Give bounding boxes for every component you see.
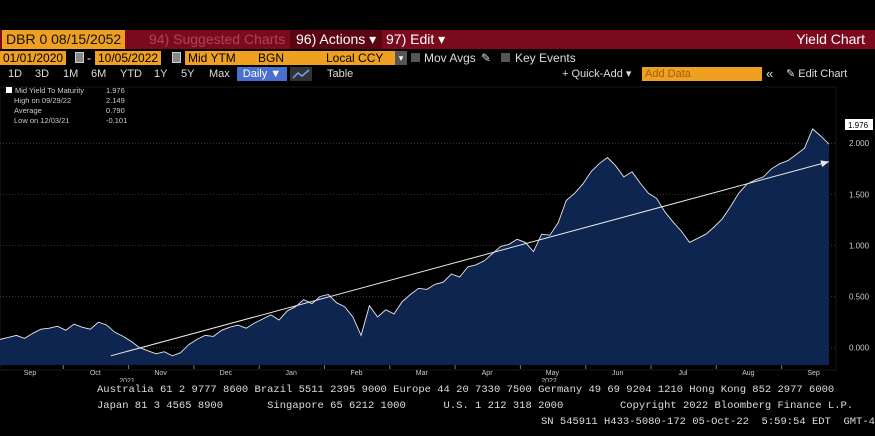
- x-tick-label: Jun: [612, 370, 623, 377]
- quick-add-button[interactable]: + Quick-Add ▾: [562, 68, 632, 80]
- legend-low: -0.101: [106, 116, 128, 125]
- pricing-source-field[interactable]: BGN: [255, 51, 323, 65]
- footer-contacts-2: Japan 81 3 4565 8900 Singapore 65 6212 1…: [97, 400, 854, 412]
- legend-series-name: Mid Yield To Maturity: [15, 86, 85, 95]
- legend-last: 1.976: [106, 86, 125, 95]
- y-tick-label: 0.500: [849, 293, 870, 302]
- x-tick-label: Aug: [742, 370, 755, 377]
- line-chart-icon[interactable]: [290, 67, 312, 81]
- range-1d[interactable]: 1D: [8, 68, 23, 80]
- trend-arrowhead: [820, 160, 829, 168]
- field-selector[interactable]: Mid YTM: [185, 51, 257, 65]
- yield-area: [0, 128, 829, 365]
- footer-session: SN 545911 H433-5080-172 05-Oct-22 5:59:5…: [541, 416, 875, 428]
- x-tick-label: Sep: [807, 370, 820, 377]
- x-tick-label: Oct: [90, 370, 101, 377]
- legend-row-series: Mid Yield To Maturity 1.976: [6, 86, 126, 96]
- currency-field[interactable]: Local CCY: [323, 51, 399, 65]
- table-button[interactable]: Table: [327, 68, 354, 80]
- legend-avg: 0.790: [106, 106, 125, 115]
- y-tick-label: 0.000: [849, 344, 870, 353]
- legend-row-average: Average 0.790: [6, 106, 126, 116]
- edit-chart-button[interactable]: ✎ Edit Chart: [786, 68, 848, 80]
- range-6m[interactable]: 6M: [91, 68, 107, 80]
- x-tick-label: Dec: [220, 370, 233, 377]
- edit-menu[interactable]: 97) Edit ▾: [386, 31, 446, 47]
- calendar-icon[interactable]: [75, 52, 84, 63]
- range-3d[interactable]: 3D: [35, 68, 50, 80]
- yield-chart[interactable]: 2.000 1.500 1.000 0.500 0.000 Sep Oct Nov Dec Ja…: [0, 82, 875, 382]
- legend-low-label: Low on 12/03/21: [14, 116, 70, 125]
- x-tick-label: May: [546, 370, 560, 377]
- chevron-down-icon[interactable]: ▾: [395, 51, 407, 65]
- x-tick-label: Nov: [154, 370, 167, 377]
- settings-bar: 01/01/2020 - 10/05/2022 Mid YTM BGN Loca…: [0, 50, 875, 66]
- range-max[interactable]: Max: [209, 68, 230, 80]
- calendar-icon[interactable]: [172, 52, 181, 63]
- y-tick-label: 1.000: [849, 241, 870, 250]
- trend-line[interactable]: [110, 161, 830, 357]
- yield-line: [0, 128, 830, 357]
- actions-menu[interactable]: 96) Actions ▾: [290, 30, 383, 49]
- range-1y[interactable]: 1Y: [154, 68, 168, 80]
- x-tick-label: Jan: [286, 370, 297, 377]
- x-tick-label: Mar: [416, 370, 429, 377]
- legend-row-low: Low on 12/03/21 -0.101: [6, 116, 128, 126]
- year-label: 2021: [119, 378, 135, 382]
- year-label: 2022: [541, 378, 557, 382]
- chart-legend: Mid Yield To Maturity 1.976 High on 09/29…: [6, 86, 128, 126]
- range-1m[interactable]: 1M: [63, 68, 79, 80]
- start-date-field[interactable]: 01/01/2020: [0, 51, 67, 65]
- end-date-field[interactable]: 10/05/2022: [95, 51, 162, 65]
- legend-row-high: High on 09/29/22 2.149: [6, 96, 126, 106]
- mov-avgs-checkbox[interactable]: [411, 53, 420, 62]
- legend-high-label: High on 09/29/22: [14, 96, 72, 105]
- function-bar: DBR 0 08/15/2052 94) Suggested Charts 96…: [0, 30, 875, 49]
- series-swatch: [6, 87, 12, 93]
- add-data-input[interactable]: Add Data: [642, 67, 762, 81]
- last-value-label: 1.976: [848, 121, 869, 130]
- x-tick-label: Jul: [679, 370, 688, 377]
- x-tick-label: Sep: [24, 370, 37, 377]
- pencil-icon[interactable]: ✎: [481, 51, 492, 65]
- range-5y[interactable]: 5Y: [181, 68, 195, 80]
- footer-contacts-1: Australia 61 2 9777 8600 Brazil 5511 239…: [97, 384, 835, 396]
- legend-high: 2.149: [106, 96, 125, 105]
- security-field[interactable]: DBR 0 08/15/2052: [2, 30, 126, 49]
- suggested-charts-button[interactable]: 94) Suggested Charts: [149, 31, 286, 47]
- y-tick-label: 1.500: [849, 190, 870, 199]
- legend-avg-label: Average: [14, 106, 42, 115]
- range-ytd[interactable]: YTD: [120, 68, 142, 80]
- frequency-dropdown[interactable]: Daily ▼: [237, 67, 287, 81]
- window-title: Yield Chart: [796, 31, 865, 47]
- range-bar: 1D 3D 1M 6M YTD 1Y 5Y Max Daily ▼ Table …: [0, 66, 875, 82]
- key-events-label: Key Events: [515, 51, 576, 65]
- key-events-checkbox[interactable]: [501, 53, 510, 62]
- mov-avgs-label: Mov Avgs: [424, 51, 476, 65]
- x-tick-label: Apr: [482, 370, 494, 377]
- y-tick-label: 2.000: [849, 139, 870, 148]
- last-value-box: [845, 119, 873, 130]
- collapse-icon[interactable]: «: [766, 66, 774, 81]
- date-separator: -: [87, 51, 91, 65]
- x-tick-label: Feb: [350, 370, 362, 377]
